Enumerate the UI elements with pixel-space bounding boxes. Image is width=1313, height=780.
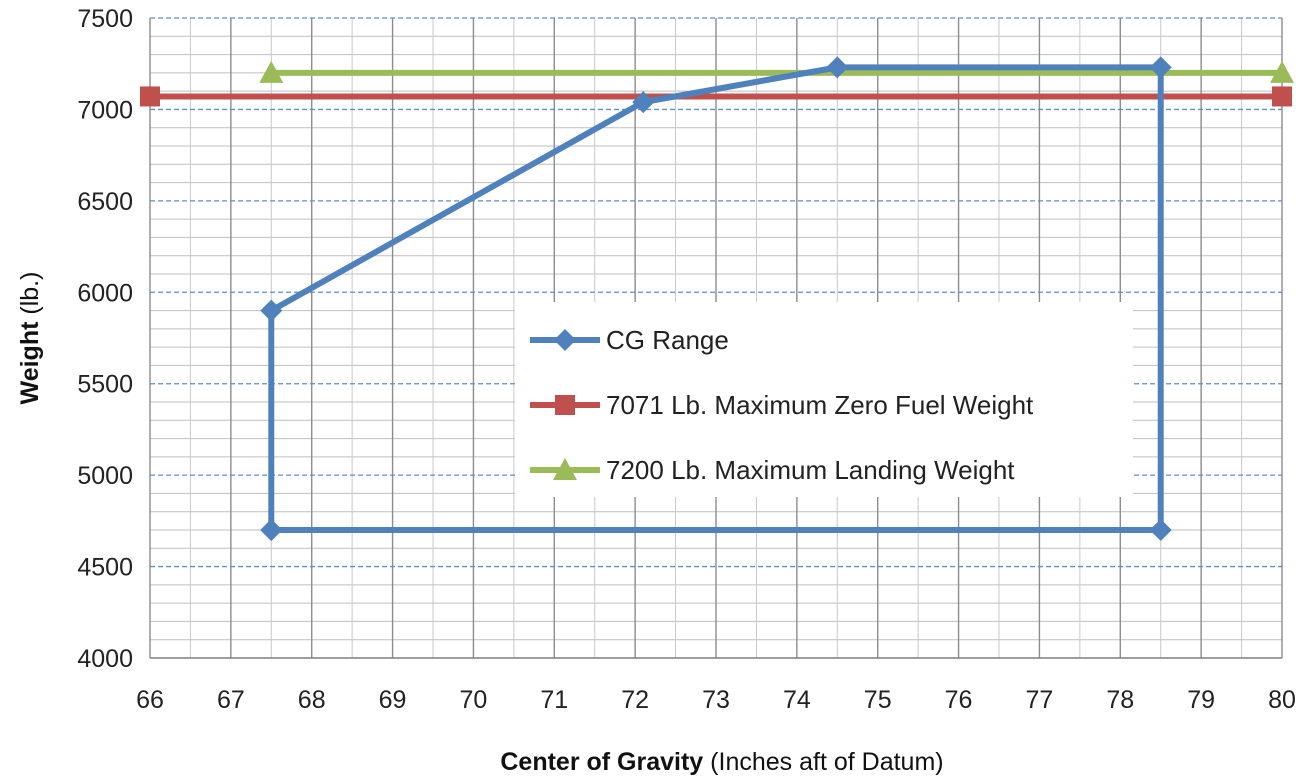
data-point-marker xyxy=(1270,60,1294,83)
x-tick-label: 71 xyxy=(540,686,568,714)
series-diamond xyxy=(260,56,1172,541)
x-tick-label: 78 xyxy=(1106,686,1134,714)
y-tick-label: 4000 xyxy=(77,645,133,673)
series-square xyxy=(140,86,1292,107)
legend-label: CG Range xyxy=(606,325,729,355)
data-point-marker xyxy=(140,86,160,107)
x-axis-title-bold: Center of Gravity xyxy=(500,748,703,776)
x-tick-label: 69 xyxy=(379,686,407,714)
legend-swatch-marker xyxy=(555,395,575,415)
data-point-marker xyxy=(260,299,283,322)
legend: CG Range 7071 Lb. Maximum Zero Fuel Weigh… xyxy=(515,302,1133,497)
x-tick-label: 70 xyxy=(460,686,488,714)
data-point-marker xyxy=(632,91,655,114)
y-tick-label: 7000 xyxy=(77,96,133,124)
legend-label: 7200 Lb. Maximum Landing Weight xyxy=(606,455,1015,485)
y-tick-label: 5500 xyxy=(77,371,133,399)
data-point-marker xyxy=(1272,86,1292,107)
x-tick-label: 77 xyxy=(1026,686,1054,714)
y-axis-title-rest: (lb.) xyxy=(16,272,44,315)
x-tick-label: 73 xyxy=(702,686,730,714)
x-tick-label: 72 xyxy=(621,686,649,714)
legend-swatch-marker xyxy=(553,458,577,480)
y-tick-label: 6000 xyxy=(77,279,133,307)
y-axis-ticks: 4000 4500 5000 5500 6000 6500 7000 7500 xyxy=(77,5,133,673)
x-tick-label: 67 xyxy=(217,686,245,714)
data-point-marker xyxy=(260,519,283,541)
y-tick-label: 7500 xyxy=(77,5,133,33)
legend-swatch-marker xyxy=(554,329,576,351)
x-tick-label: 75 xyxy=(864,686,892,714)
y-axis-title: Weight (lb.) xyxy=(16,272,44,405)
x-axis-title-rest: (Inches aft of Datum) xyxy=(710,748,943,776)
x-tick-label: 80 xyxy=(1268,686,1296,714)
x-tick-label: 74 xyxy=(783,686,811,714)
legend-box xyxy=(515,302,1133,497)
x-axis-ticks: 66 67 68 69 70 71 72 73 74 75 76 77 78 79 80 xyxy=(136,686,1296,714)
plot-series xyxy=(140,56,1294,541)
data-point-marker xyxy=(259,60,284,83)
x-axis-title: Center of Gravity (Inches aft of Datum) xyxy=(500,748,943,776)
x-tick-label: 68 xyxy=(298,686,326,714)
x-tick-label: 79 xyxy=(1187,686,1215,714)
legend-label: 7071 Lb. Maximum Zero Fuel Weight xyxy=(606,390,1034,420)
data-point-marker xyxy=(826,56,849,79)
y-tick-label: 5000 xyxy=(77,462,133,490)
y-tick-label: 6500 xyxy=(77,188,133,216)
data-point-marker xyxy=(1149,56,1172,79)
series-triangle xyxy=(259,60,1294,83)
y-axis-title-bold: Weight xyxy=(16,321,44,405)
data-point-marker xyxy=(1149,519,1172,541)
y-tick-label: 4500 xyxy=(77,554,133,582)
x-tick-label: 66 xyxy=(136,686,164,714)
x-tick-label: 76 xyxy=(945,686,973,714)
